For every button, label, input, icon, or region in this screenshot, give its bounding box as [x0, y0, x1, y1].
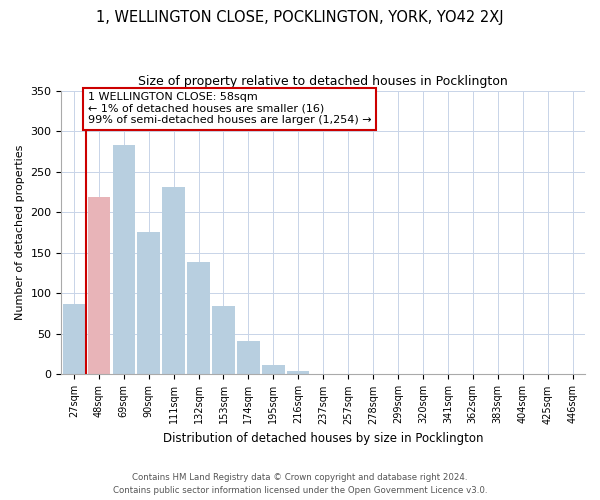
Bar: [88, 197, 110, 374]
Text: 1 WELLINGTON CLOSE: 58sqm
← 1% of detached houses are smaller (16)
99% of semi-d: 1 WELLINGTON CLOSE: 58sqm ← 1% of detach…: [88, 92, 371, 126]
Title: Size of property relative to detached houses in Pocklington: Size of property relative to detached ho…: [139, 75, 508, 88]
Bar: [287, 371, 310, 374]
Bar: [187, 262, 210, 374]
Bar: [212, 306, 235, 374]
Bar: [113, 145, 135, 374]
Bar: [237, 341, 260, 374]
Bar: [137, 232, 160, 374]
Text: Contains HM Land Registry data © Crown copyright and database right 2024.
Contai: Contains HM Land Registry data © Crown c…: [113, 474, 487, 495]
Y-axis label: Number of detached properties: Number of detached properties: [15, 145, 25, 320]
X-axis label: Distribution of detached houses by size in Pocklington: Distribution of detached houses by size …: [163, 432, 484, 445]
Text: 1, WELLINGTON CLOSE, POCKLINGTON, YORK, YO42 2XJ: 1, WELLINGTON CLOSE, POCKLINGTON, YORK, …: [96, 10, 504, 25]
Bar: [62, 304, 85, 374]
Bar: [163, 187, 185, 374]
Bar: [262, 364, 284, 374]
